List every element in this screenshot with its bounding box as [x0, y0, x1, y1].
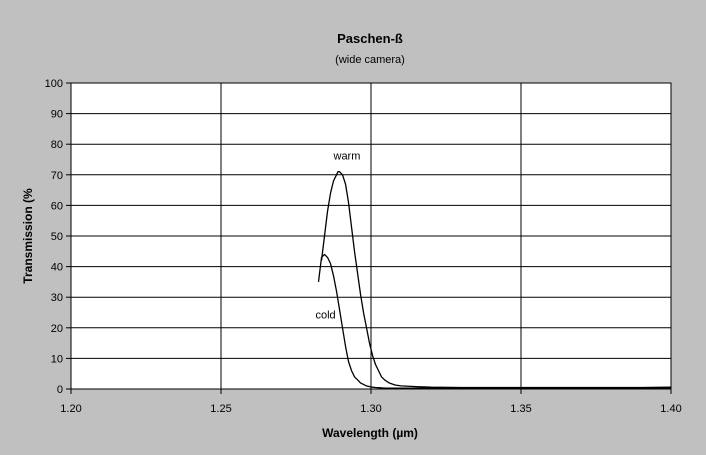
- x-tick-label: 1.25: [210, 403, 231, 415]
- y-tick-label: 0: [57, 384, 63, 396]
- annotation-warm: warm: [333, 151, 361, 163]
- x-tick-label: 1.35: [510, 403, 531, 415]
- y-tick-label: 80: [51, 139, 63, 151]
- x-axis-label: Wavelength (µm): [322, 426, 418, 440]
- series-line-cold: [317, 253, 672, 389]
- annotation-cold: cold: [316, 310, 336, 322]
- chart-title: Paschen-ß: [337, 31, 403, 46]
- y-tick-label: 50: [51, 231, 63, 243]
- y-axis-ticks: 0 10 20 30 40 50 60 70 80 90 100: [45, 78, 71, 396]
- x-tick-label: 1.20: [60, 403, 81, 415]
- y-tick-label: 30: [51, 292, 63, 304]
- x-tick-label: 1.30: [360, 403, 381, 415]
- y-tick-label: 20: [51, 323, 63, 335]
- y-tick-label: 100: [45, 78, 63, 90]
- y-tick-label: 90: [51, 109, 63, 121]
- x-axis-ticks: 1.20 1.25 1.30 1.35 1.40: [60, 389, 682, 415]
- y-tick-label: 10: [51, 353, 63, 365]
- y-tick-label: 60: [51, 200, 63, 212]
- series-lines: [317, 171, 672, 389]
- y-tick-label: 70: [51, 170, 63, 182]
- annotations: warm cold: [316, 151, 361, 322]
- y-tick-label: 40: [51, 262, 63, 274]
- chart-subtitle: (wide camera): [335, 54, 405, 66]
- y-axis-label: Transmission (%: [21, 188, 35, 284]
- grid-lines: [71, 83, 671, 389]
- x-tick-label: 1.40: [660, 403, 681, 415]
